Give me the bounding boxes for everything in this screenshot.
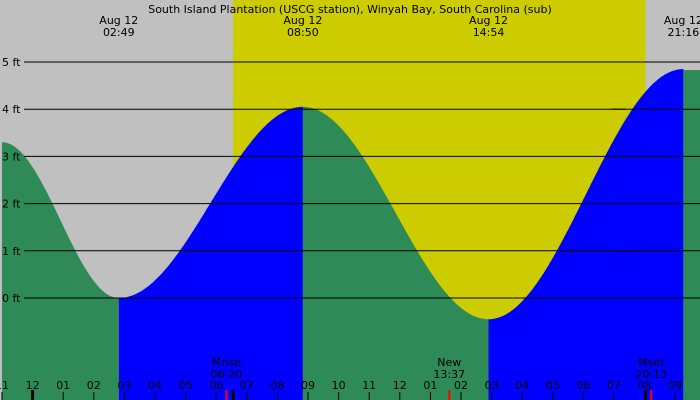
y-tick-label: 5 ft: [2, 56, 21, 69]
x-tick-label: 09: [668, 379, 682, 392]
x-tick-label: 02: [454, 379, 468, 392]
x-tick-label: 04: [515, 379, 529, 392]
x-tick-label: 01: [423, 379, 437, 392]
x-tick-label: 12: [393, 379, 407, 392]
moon-event-label: Mset: [638, 356, 665, 369]
tide-event-date: Aug 12: [469, 14, 508, 27]
x-tick-label: 05: [546, 379, 560, 392]
y-tick-label: 0 ft: [2, 292, 21, 305]
x-tick-label: 05: [179, 379, 193, 392]
tide-event-time: 21:16: [668, 26, 700, 39]
x-tick-label: 02: [87, 379, 101, 392]
tide-event-date: Aug 12: [283, 14, 322, 27]
x-tick-label: 04: [148, 379, 162, 392]
gridline-layer: [24, 61, 700, 299]
y-axis-labels: 0 ft 1 ft 2 ft 3 ft 4 ft 5 ft: [2, 56, 21, 305]
x-tick-label: 07: [240, 379, 254, 392]
x-tick-label: 06: [576, 379, 590, 392]
x-tick-label: 07: [607, 379, 621, 392]
rising-tide-area: [118, 106, 303, 400]
x-tick-label: 08: [270, 379, 284, 392]
x-axis: 11 12 01 02 03 04 05 06 07 08 09 10 11 12 01 02 03 04 05 06…: [0, 379, 682, 400]
x-tick-label: 12: [26, 379, 40, 392]
moon-event-time: 13:37: [433, 368, 465, 381]
moon-event-time: 20:13: [635, 368, 667, 381]
tide-event-date: Aug 12: [664, 14, 700, 27]
y-tick-label: 2 ft: [2, 198, 21, 211]
moon-event-label: New: [437, 356, 461, 369]
falling-tide-area: [302, 106, 489, 400]
falling-tide-area: [683, 70, 700, 400]
y-tick-label: 3 ft: [2, 150, 21, 163]
tide-event-time: 14:54: [473, 26, 505, 39]
x-tick-label: 06: [209, 379, 223, 392]
y-tick-label: 4 ft: [2, 103, 21, 116]
x-tick-label: 10: [332, 379, 346, 392]
tide-event-time: 08:50: [287, 26, 319, 39]
x-tick-label: 01: [56, 379, 70, 392]
tide-area-layer: [2, 69, 700, 400]
x-tick-label: 11: [0, 379, 9, 392]
chart-title: South Island Plantation (USCG station), …: [148, 3, 552, 16]
falling-tide-area: [2, 142, 119, 400]
x-tick-label: 03: [117, 379, 131, 392]
tide-event-time: 02:49: [103, 26, 135, 39]
tide-event-date: Aug 12: [99, 14, 138, 27]
rising-tide-area: [488, 69, 684, 400]
x-tick-label: 11: [362, 379, 376, 392]
x-tick-label: 03: [485, 379, 499, 392]
moon-event-label: Mrise: [212, 356, 242, 369]
moon-event-time: 06:20: [211, 368, 243, 381]
y-tick-label: 1 ft: [2, 245, 21, 258]
x-tick-label: 09: [301, 379, 315, 392]
x-tick-label: 08: [638, 379, 652, 392]
